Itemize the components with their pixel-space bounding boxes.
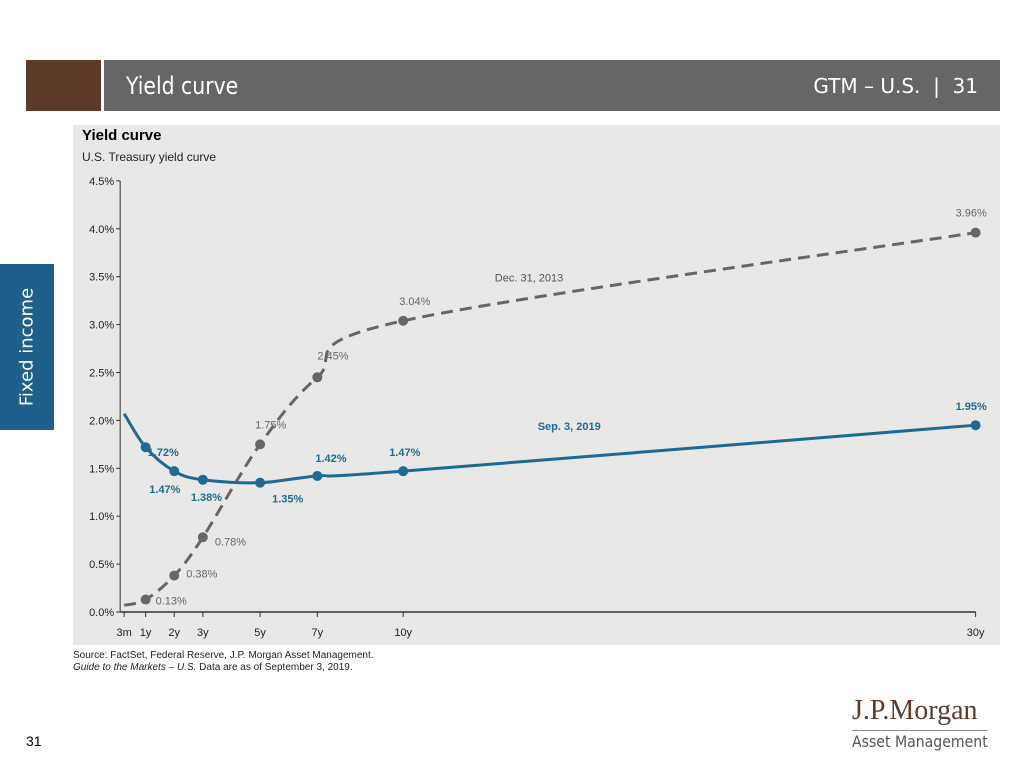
- y-tick-label: 4.0%: [89, 224, 114, 236]
- side-tab: Fixed income: [0, 264, 54, 430]
- data-point: [140, 442, 151, 453]
- y-tick-label: 1.5%: [89, 463, 114, 475]
- x-tick-label: 10y: [394, 627, 412, 639]
- data-point: [255, 477, 266, 488]
- y-tick-label: 3.0%: [89, 320, 114, 332]
- data-point: [312, 372, 323, 383]
- chart-subtitle: U.S. Treasury yield curve: [82, 150, 217, 164]
- data-point: [197, 532, 208, 543]
- series-line-1: [122, 412, 976, 485]
- series-line-0: [123, 231, 976, 607]
- data-label: 0.13%: [156, 596, 187, 608]
- series-name-label: Sep. 3, 2019: [538, 421, 601, 433]
- y-tick-label: 4.5%: [89, 176, 114, 188]
- x-tick-label: 30y: [967, 627, 985, 639]
- data-label: 3.96%: [956, 208, 987, 220]
- data-label: 1.95%: [956, 401, 987, 413]
- data-point: [169, 466, 180, 477]
- data-point: [255, 439, 266, 450]
- header-right: GTM – U.S. | 31: [813, 74, 978, 98]
- y-tick-label: 0.5%: [89, 559, 114, 571]
- y-tick-label: 2.0%: [89, 415, 114, 427]
- slide-title: Yield curve: [126, 72, 239, 100]
- data-label: 0.78%: [215, 536, 246, 548]
- data-label: 3.04%: [399, 296, 430, 308]
- data-label: 1.47%: [389, 447, 420, 459]
- series-name-label: Dec. 31, 2013: [495, 272, 564, 284]
- section-label: GTM – U.S.: [813, 74, 921, 98]
- jpmorgan-logo: J.P.Morgan: [852, 695, 978, 726]
- data-point: [970, 420, 981, 431]
- y-tick-label: 3.5%: [89, 272, 114, 284]
- source-italic: Guide to the Markets – U.S.: [73, 662, 197, 673]
- data-point: [398, 315, 409, 326]
- y-tick-label: 1.0%: [89, 511, 114, 523]
- header-bar: [104, 60, 1000, 111]
- data-point: [398, 466, 409, 477]
- source-line-2: Data are as of September 3, 2019.: [196, 662, 353, 673]
- source-line-1: Source: FactSet, Federal Reserve, J.P. M…: [73, 650, 374, 661]
- data-label: 1.42%: [315, 453, 346, 465]
- header-page: 31: [952, 74, 978, 98]
- chart-title: Yield curve: [82, 127, 162, 144]
- data-point: [197, 474, 208, 485]
- data-label: 2.45%: [317, 350, 348, 362]
- logo-subtitle: Asset Management: [852, 730, 988, 751]
- x-tick-label: 7y: [312, 627, 324, 639]
- page-number: 31: [26, 733, 42, 749]
- data-point: [169, 570, 180, 581]
- data-point: [140, 594, 151, 605]
- y-tick-label: 2.5%: [89, 368, 114, 380]
- data-label: 1.75%: [255, 419, 286, 431]
- header-accent: [26, 60, 101, 111]
- data-label: 1.47%: [149, 484, 180, 496]
- x-tick-label: 1y: [140, 627, 152, 639]
- data-point: [312, 470, 323, 481]
- x-tick-label: 5y: [254, 627, 266, 639]
- x-tick-label: 3m: [117, 627, 132, 639]
- chart-panel: [73, 125, 1000, 645]
- data-point: [970, 227, 981, 238]
- data-label: 1.38%: [191, 492, 222, 504]
- data-label: 1.72%: [148, 447, 179, 459]
- y-tick-label: 0.0%: [89, 607, 114, 619]
- data-label: 0.38%: [186, 569, 217, 581]
- x-tick-label: 3y: [197, 627, 209, 639]
- source-note: Source: FactSet, Federal Reserve, J.P. M…: [73, 650, 374, 674]
- slide-header: Yield curve GTM – U.S. | 31: [26, 60, 1000, 111]
- data-label: 1.35%: [272, 494, 303, 506]
- x-tick-label: 2y: [168, 627, 180, 639]
